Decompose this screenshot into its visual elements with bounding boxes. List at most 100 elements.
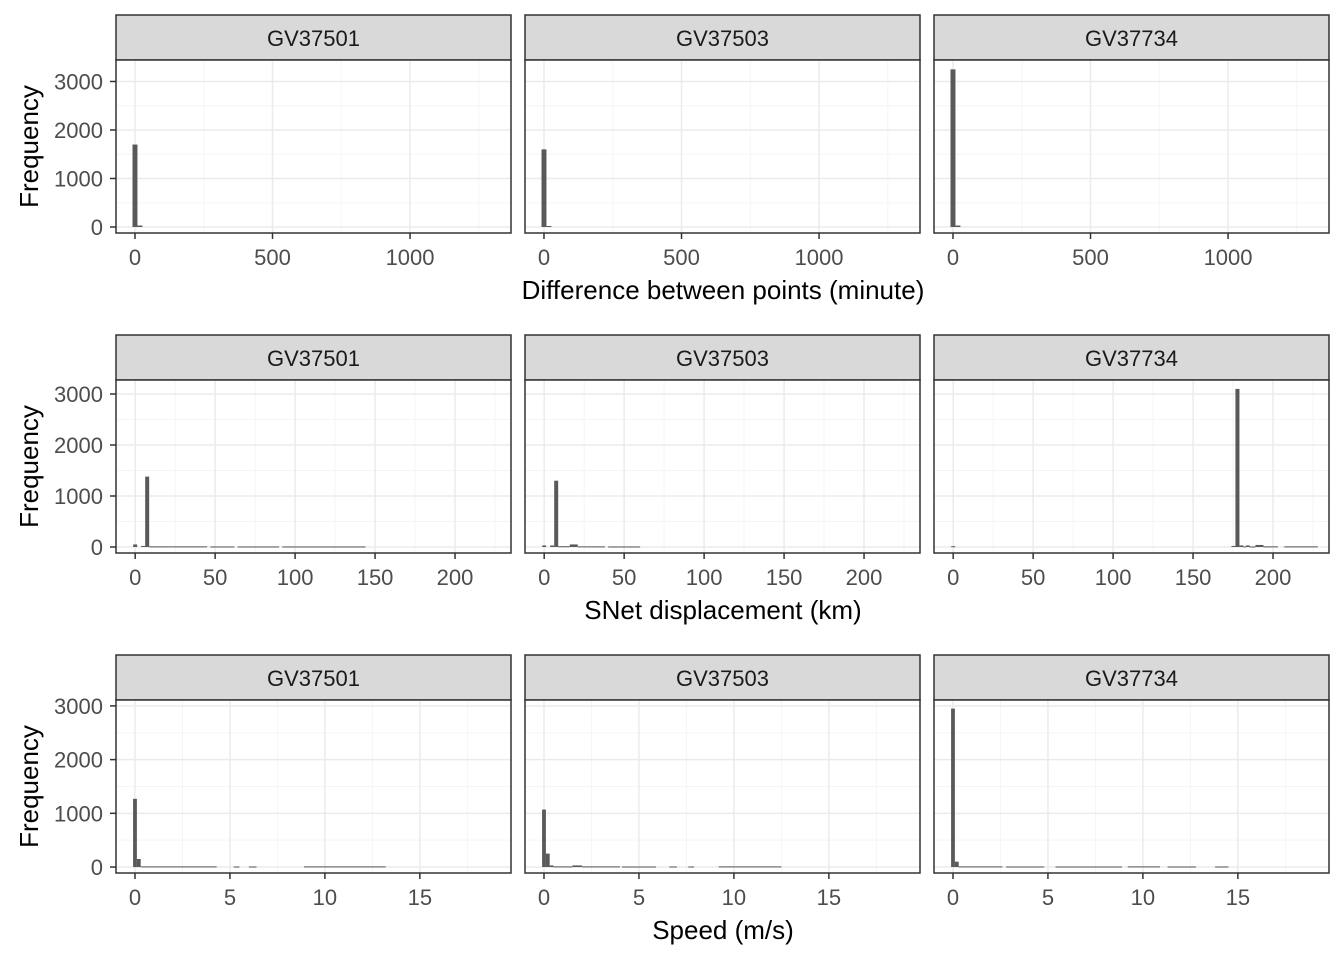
histogram-bar	[248, 866, 257, 868]
histogram-bar	[542, 545, 547, 547]
histogram-bar	[1243, 546, 1246, 548]
x-tick-label: 200	[846, 565, 883, 590]
x-tick-label: 5	[224, 885, 236, 910]
y-tick-label: 1000	[54, 801, 103, 826]
panel-border	[115, 379, 512, 554]
x-tick-label: 100	[1095, 565, 1132, 590]
histogram-bar	[549, 865, 554, 868]
facet-panel-GV37503: GV37503 0 500 1000	[524, 14, 921, 270]
y-tick-label: 1000	[54, 166, 103, 191]
facet-strip-label: GV37503	[676, 26, 769, 51]
histogram-bar	[233, 866, 240, 868]
x-axis-title: Speed (m/s)	[652, 915, 794, 945]
x-tick-label: 0	[538, 885, 550, 910]
plot-background	[116, 60, 511, 233]
histogram-bar	[1055, 866, 1123, 868]
y-axis-title: Frequency	[14, 85, 44, 208]
histogram-bar	[137, 225, 143, 227]
facet-strip-label: GV37501	[267, 346, 360, 371]
plot-background	[934, 380, 1329, 553]
histogram-bar	[304, 866, 386, 868]
x-tick-label: 0	[129, 245, 141, 270]
histogram-bar	[688, 866, 695, 868]
facet-panel-GV37501: GV37501 0 50 100 150 200	[115, 334, 512, 590]
histogram-bar	[558, 546, 570, 548]
facet-panel-GV37503: GV37503 0 5 10 15	[524, 654, 921, 910]
y-tick-label: 2000	[54, 748, 103, 773]
histogram-bar	[546, 226, 552, 228]
x-tick-label: 15	[408, 885, 432, 910]
histogram-bar	[282, 546, 366, 548]
histogram-bar	[542, 809, 546, 868]
histogram-bar	[621, 866, 657, 868]
histogram-bar	[950, 69, 956, 227]
histogram-bar	[1245, 545, 1250, 547]
x-tick-label: 150	[1175, 565, 1212, 590]
y-tick-label: 3000	[54, 382, 103, 407]
panel-border	[115, 59, 512, 234]
facet-strip-label: GV37501	[267, 666, 360, 691]
histogram-bar	[1006, 866, 1045, 868]
x-tick-label: 1000	[1204, 245, 1253, 270]
histogram-bar	[140, 866, 217, 868]
x-tick-label: 5	[1042, 885, 1054, 910]
facet-strip	[115, 14, 512, 61]
facet-panel-GV37734: GV37734 0 500 1000	[933, 14, 1330, 270]
x-tick-label: 0	[129, 885, 141, 910]
x-tick-label: 0	[947, 565, 959, 590]
x-tick-label: 0	[947, 245, 959, 270]
histogram-bar	[572, 865, 582, 868]
x-tick-label: 200	[1255, 565, 1292, 590]
facet-strip-label: GV37503	[676, 666, 769, 691]
histogram-bar	[545, 853, 550, 868]
x-tick-label: 500	[1072, 245, 1109, 270]
histogram-bar	[1263, 546, 1278, 548]
histogram-bar	[608, 546, 641, 548]
histogram-bar	[1255, 544, 1264, 547]
histogram-bar	[954, 861, 959, 868]
y-tick-label: 2000	[54, 433, 103, 458]
facet-strip	[524, 654, 921, 701]
facet-strip-label: GV37501	[267, 26, 360, 51]
x-tick-label: 100	[686, 565, 723, 590]
x-tick-label: 10	[722, 885, 746, 910]
x-tick-label: 0	[947, 885, 959, 910]
histogram-bar	[1284, 546, 1318, 548]
histogram-bar	[145, 476, 150, 547]
x-tick-label: 15	[1226, 885, 1250, 910]
histogram-bar	[1167, 866, 1197, 868]
plot-background	[116, 380, 511, 553]
facet-panel-GV37503: GV37503 0 50 100 150 200	[524, 334, 921, 590]
x-tick-label: 1000	[795, 245, 844, 270]
histogram-bar	[149, 546, 208, 548]
facet-panel-GV37734: GV37734 0 50 100 150 200	[933, 334, 1330, 590]
y-tick-label: 0	[91, 535, 103, 560]
histogram-bar	[210, 546, 235, 548]
histogram-bar	[1127, 866, 1160, 868]
facet-strip	[115, 334, 512, 381]
panel-border	[933, 59, 1330, 234]
y-axis-title: Frequency	[14, 725, 44, 848]
x-tick-label: 50	[1021, 565, 1045, 590]
panel-border	[524, 699, 921, 874]
facet-strip	[115, 654, 512, 701]
y-axis-title: Frequency	[14, 405, 44, 528]
histogram-bar	[141, 545, 146, 547]
histogram-bar	[136, 858, 141, 868]
x-tick-label: 150	[766, 565, 803, 590]
histogram-bar	[541, 149, 547, 227]
x-tick-label: 50	[612, 565, 636, 590]
facet-panel-GV37734: GV37734 0 5 10 15	[933, 654, 1330, 910]
facet-strip-label: GV37734	[1085, 346, 1178, 371]
x-tick-label: 150	[357, 565, 394, 590]
panel-border	[524, 59, 921, 234]
y-tick-label: 0	[91, 215, 103, 240]
histogram-bar	[955, 225, 961, 227]
histogram-bar	[718, 866, 782, 868]
histogram-bar	[132, 144, 138, 227]
histogram-bar	[951, 546, 956, 548]
plot-background	[934, 60, 1329, 233]
